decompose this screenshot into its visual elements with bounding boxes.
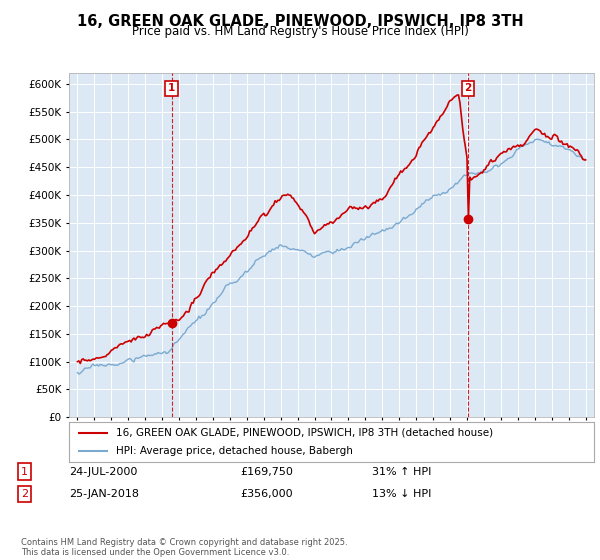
Text: 24-JUL-2000: 24-JUL-2000 — [69, 466, 137, 477]
Text: 31% ↑ HPI: 31% ↑ HPI — [372, 466, 431, 477]
Text: Price paid vs. HM Land Registry's House Price Index (HPI): Price paid vs. HM Land Registry's House … — [131, 25, 469, 38]
Text: 1: 1 — [21, 466, 28, 477]
Text: £169,750: £169,750 — [240, 466, 293, 477]
Text: 16, GREEN OAK GLADE, PINEWOOD, IPSWICH, IP8 3TH (detached house): 16, GREEN OAK GLADE, PINEWOOD, IPSWICH, … — [116, 428, 493, 437]
Text: HPI: Average price, detached house, Babergh: HPI: Average price, detached house, Babe… — [116, 446, 353, 456]
Text: £356,000: £356,000 — [240, 489, 293, 499]
Text: 25-JAN-2018: 25-JAN-2018 — [69, 489, 139, 499]
Text: 13% ↓ HPI: 13% ↓ HPI — [372, 489, 431, 499]
Text: 16, GREEN OAK GLADE, PINEWOOD, IPSWICH, IP8 3TH: 16, GREEN OAK GLADE, PINEWOOD, IPSWICH, … — [77, 14, 523, 29]
Text: 2: 2 — [464, 83, 472, 94]
Text: Contains HM Land Registry data © Crown copyright and database right 2025.
This d: Contains HM Land Registry data © Crown c… — [21, 538, 347, 557]
Text: 1: 1 — [168, 83, 175, 94]
Text: 2: 2 — [21, 489, 28, 499]
